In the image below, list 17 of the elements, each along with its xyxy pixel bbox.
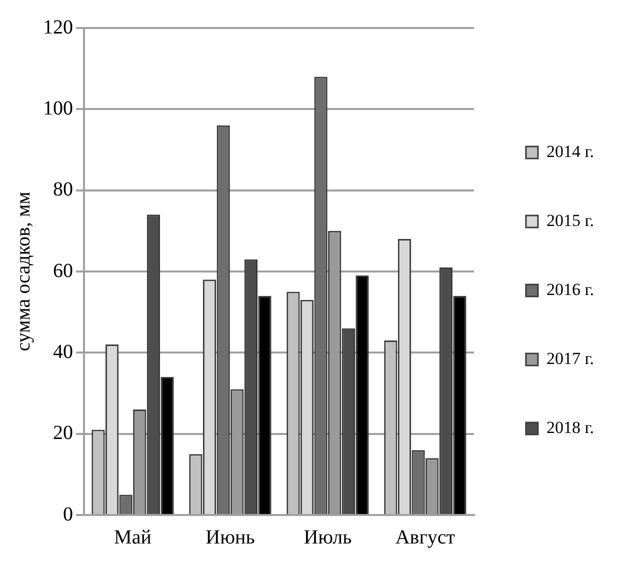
y-tick-label: 100 (43, 97, 73, 120)
legend-label: 2018 г. (546, 418, 594, 437)
x-tick-label: Июнь (206, 526, 255, 548)
y-axis-title: сумма осадков, мм (12, 191, 34, 352)
x-tick-label: Июль (304, 526, 352, 548)
y-tick-label: 20 (53, 422, 73, 444)
legend-label: 2017 г. (546, 348, 594, 368)
legend-label: 2014 г. (546, 142, 594, 161)
y-tick-label: 120 (43, 16, 73, 38)
x-tick-label: Май (114, 526, 152, 548)
y-tick-label: 60 (53, 260, 73, 282)
y-tick-label: 40 (53, 340, 73, 363)
y-tick-label: 0 (63, 503, 73, 526)
legend-label: 2015 г. (546, 210, 594, 230)
legend-label: 2016 г. (546, 280, 594, 299)
y-tick-label: 80 (53, 178, 73, 201)
x-tick-label: Август (395, 526, 456, 548)
